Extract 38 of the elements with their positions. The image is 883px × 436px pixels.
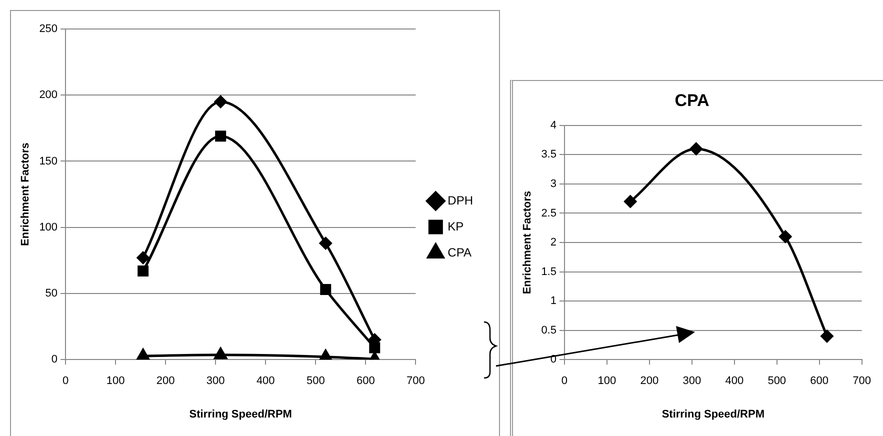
y-tick-label: 2 (550, 236, 556, 249)
y-tick-label: 150 (39, 155, 58, 168)
y-tick-label: 100 (39, 221, 58, 234)
y-tick-label: 2.5 (541, 207, 556, 220)
x-tick-label: 300 (682, 375, 702, 388)
x-tick-label: 200 (640, 375, 659, 388)
x-tick-label: 100 (598, 375, 616, 388)
y-axis-title: Enrichment Factors (20, 142, 32, 246)
x-tick-label: 500 (768, 375, 786, 388)
x-tick-label: 300 (206, 375, 225, 388)
x-tick-label: 500 (306, 375, 325, 388)
x-tick-label: 200 (156, 375, 175, 388)
y-tick-label: 0.5 (541, 324, 556, 336)
legend-label: KP (448, 219, 464, 234)
x-tick-label: 400 (725, 375, 744, 388)
y-tick-label: 3.5 (541, 148, 556, 161)
legend-label: CPA (448, 245, 472, 260)
y-tick-label: 4 (550, 119, 556, 132)
y-tick-label: 250 (39, 23, 58, 36)
chart-title: CPA (674, 90, 710, 110)
legend-label: DPH (448, 193, 474, 208)
y-tick-label: 0 (51, 354, 58, 366)
x-tick-label: 700 (406, 375, 425, 388)
x-tick-label: 400 (256, 375, 275, 388)
y-tick-label: 1 (550, 295, 556, 308)
x-tick-label: 600 (810, 375, 829, 388)
x-tick-label: 0 (561, 375, 568, 388)
y-tick-label: 3 (550, 178, 556, 190)
x-axis-title: Stirring Speed/RPM (662, 408, 764, 420)
y-tick-label: 200 (39, 89, 58, 102)
y-tick-label: 1.5 (541, 266, 556, 278)
x-tick-label: 700 (852, 375, 872, 388)
x-tick-label: 100 (106, 375, 125, 388)
x-axis-title: Stirring Speed/RPM (189, 408, 292, 420)
x-tick-label: 600 (356, 375, 375, 388)
y-axis-title: Enrichment Factors (522, 190, 534, 294)
x-tick-label: 0 (62, 375, 69, 388)
y-tick-label: 50 (45, 288, 58, 300)
